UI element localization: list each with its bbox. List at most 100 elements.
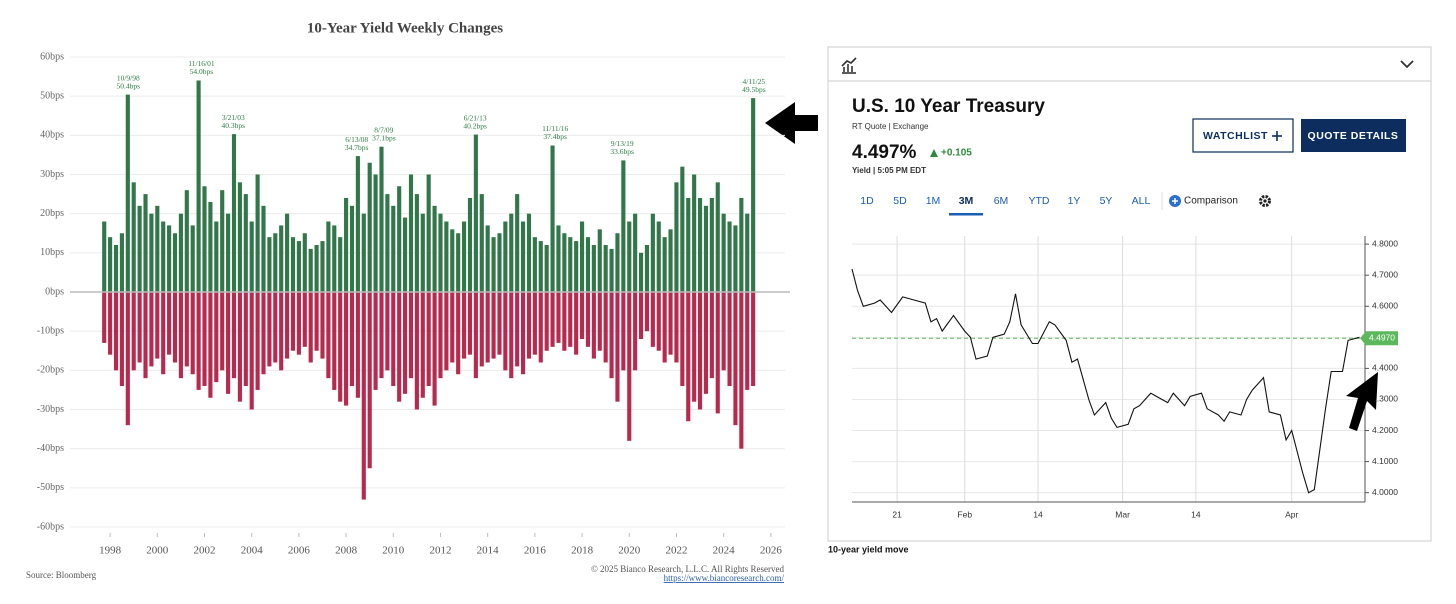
bar — [220, 292, 225, 371]
bar — [462, 221, 467, 292]
range-tab[interactable]: 5D — [893, 195, 907, 207]
bar — [403, 292, 408, 394]
bar — [603, 292, 608, 363]
bar — [267, 237, 272, 292]
annotation-value: 40.2bps — [463, 121, 487, 130]
x-tick-label: 2004 — [241, 545, 264, 557]
bar — [149, 292, 154, 367]
bar — [403, 217, 408, 292]
bar — [231, 292, 237, 379]
bar — [568, 237, 573, 292]
x-tick-label: 2018 — [571, 545, 594, 557]
bar — [438, 213, 443, 292]
bar — [426, 292, 431, 386]
bar — [544, 292, 549, 351]
bar — [721, 292, 726, 371]
x-tick-label: Mar — [1115, 509, 1130, 519]
bar — [550, 145, 555, 292]
bar — [161, 292, 166, 375]
bar — [255, 292, 260, 390]
y-tick-label: 40bps — [40, 130, 64, 141]
annotation-value: 50.4bps — [117, 81, 141, 90]
range-tab[interactable]: 1Y — [1068, 195, 1081, 207]
bar — [674, 182, 679, 292]
bar — [243, 292, 248, 386]
bar — [214, 292, 219, 383]
bar — [237, 182, 242, 292]
quote-details-button[interactable] — [1301, 119, 1406, 152]
bar — [137, 205, 142, 292]
chevron[interactable] — [1400, 60, 1414, 69]
annotation-value: 34.7bps — [345, 143, 369, 152]
bar — [285, 292, 290, 359]
bar — [621, 160, 626, 292]
bar — [715, 292, 720, 414]
settings-icon[interactable] — [1259, 195, 1271, 207]
y-tick-label: 4.1000 — [1372, 456, 1398, 466]
copyright: © 2025 Bianco Research, L.L.C. All Right… — [591, 564, 785, 574]
bar — [131, 292, 136, 371]
range-tab[interactable]: 3M — [959, 195, 974, 207]
comparison-label[interactable]: Comparison — [1184, 196, 1238, 207]
bar — [119, 233, 124, 292]
y-tick-label: 4.7000 — [1372, 269, 1398, 279]
bar — [503, 292, 508, 371]
bar — [320, 292, 325, 359]
bar — [715, 182, 720, 292]
bar — [579, 292, 585, 339]
bar — [650, 292, 655, 347]
x-tick-label: 2024 — [713, 545, 736, 557]
annotation-date: 6/21/13 — [464, 113, 487, 122]
bar — [125, 94, 130, 292]
bar — [326, 221, 331, 292]
bar — [161, 221, 166, 292]
bar — [662, 237, 667, 292]
bar — [751, 98, 756, 292]
up-triangle — [930, 149, 938, 157]
bar — [273, 233, 278, 292]
annotation-value: 49.5bps — [742, 85, 766, 94]
annotation-date: 9/13/19 — [611, 139, 634, 148]
bar — [709, 198, 714, 292]
x-tick-label: 2026 — [760, 545, 783, 557]
bar — [426, 174, 431, 292]
bar — [438, 292, 443, 379]
range-tab[interactable]: 1M — [926, 195, 941, 207]
bar — [391, 205, 396, 292]
range-tab[interactable]: 1D — [860, 195, 874, 207]
y-tick-label: 4.6000 — [1372, 301, 1398, 311]
quote-change: +0.105 — [941, 148, 972, 159]
y-tick-label: 60bps — [40, 51, 64, 62]
bar — [167, 292, 172, 355]
annotation-date: 11/16/01 — [188, 59, 215, 68]
range-tab[interactable]: 6M — [994, 195, 1009, 207]
url[interactable]: https://www.biancoresearch.com/ — [664, 573, 785, 583]
bar — [650, 213, 655, 292]
bar — [597, 292, 602, 351]
bar — [467, 292, 473, 355]
bar — [361, 292, 366, 500]
range-tab[interactable]: 5Y — [1100, 195, 1113, 207]
bar — [485, 292, 490, 363]
bar — [739, 198, 744, 292]
bar — [515, 194, 520, 292]
bar — [751, 292, 756, 386]
annotation-date: 11/11/16 — [542, 124, 568, 133]
x-tick-label: 2016 — [524, 545, 547, 557]
caption: 10-year yield move — [828, 544, 909, 554]
bar — [656, 292, 661, 351]
bar — [408, 174, 414, 292]
range-tab[interactable]: ALL — [1132, 195, 1151, 207]
bar — [456, 292, 461, 375]
range-tab[interactable]: YTD — [1029, 195, 1050, 207]
bar — [420, 292, 425, 398]
bar — [108, 237, 113, 292]
bar — [538, 241, 543, 292]
bar — [745, 213, 750, 292]
bar — [585, 292, 591, 347]
y-tick-label: 10bps — [40, 247, 64, 258]
bar — [491, 237, 496, 292]
x-tick-label: 2010 — [382, 545, 405, 557]
y-tick-label: 4.0000 — [1372, 487, 1398, 497]
annotation-value: 37.1bps — [372, 133, 396, 142]
